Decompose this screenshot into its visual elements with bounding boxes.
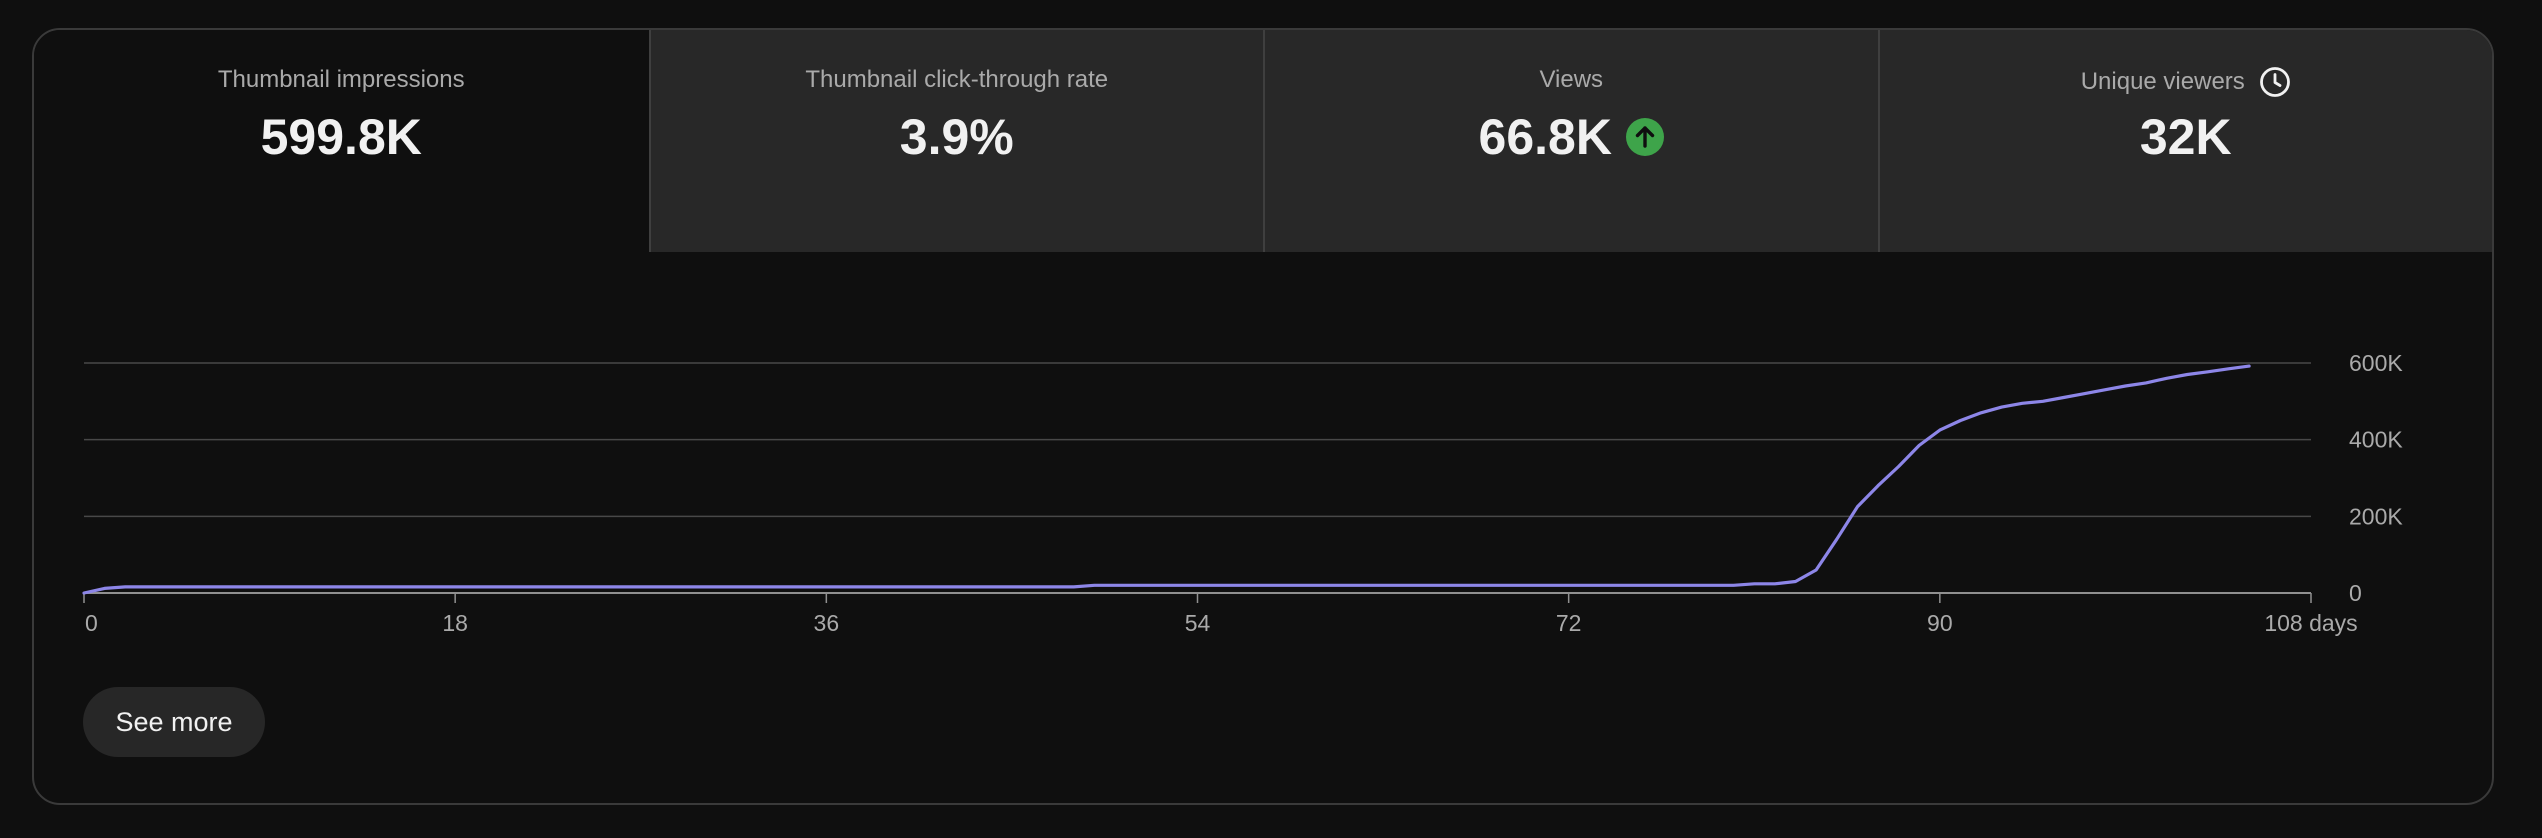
x-tick-label: 54 [1185, 610, 1211, 636]
tab-value: 599.8K [34, 108, 649, 166]
x-axis-ticks: 0 18 36 54 72 90 108 days [83, 593, 2358, 636]
tab-label: Views [1265, 66, 1878, 94]
arrow-up-circle-icon [1625, 118, 1664, 156]
tab-unique-viewers[interactable]: Unique viewers 32K [1877, 30, 2493, 252]
tab-click-through-rate[interactable]: Thumbnail click-through rate 3.9% [648, 30, 1264, 252]
tab-label: Unique viewers [1880, 66, 2493, 98]
impressions-line-chart: 0 200K 400K 600K 0 18 36 54 72 90 108 days [82, 350, 2403, 636]
y-tick-label: 600K [2349, 350, 2403, 376]
series-line [82, 364, 2251, 595]
y-tick-label: 400K [2349, 427, 2403, 453]
tab-label-text: Views [1539, 66, 1604, 93]
tab-value-text: 66.8K [1478, 109, 1612, 165]
y-tick-label: 200K [2349, 503, 2403, 529]
x-tick-label: 18 [442, 610, 468, 636]
tab-value-text: 32K [2139, 109, 2232, 165]
x-tick-label: 72 [1556, 610, 1582, 636]
tab-label: Thumbnail click-through rate [651, 66, 1264, 94]
tab-value-text: 599.8K [260, 109, 422, 165]
tab-label: Thumbnail impressions [34, 66, 649, 94]
x-tick-label: 108 days [2264, 610, 2357, 636]
tab-label-text: Thumbnail impressions [217, 66, 465, 93]
clock-icon[interactable] [2259, 66, 2291, 98]
x-tick-label: 0 [85, 610, 98, 636]
tab-label-text: Thumbnail click-through rate [805, 66, 1109, 93]
impressions-card: Thumbnail impressions 599.8K Thumbnail c… [32, 28, 2494, 805]
see-more-button[interactable]: See more [83, 687, 265, 757]
metric-tabs: Thumbnail impressions 599.8K Thumbnail c… [34, 30, 2492, 252]
tab-value: 3.9% [651, 108, 1264, 166]
tab-thumbnail-impressions[interactable]: Thumbnail impressions 599.8K [34, 30, 649, 252]
series [82, 364, 2251, 595]
tab-views[interactable]: Views 66.8K [1263, 30, 1878, 252]
tab-label-text: Unique viewers [2080, 68, 2245, 95]
gridlines [84, 362, 2311, 594]
y-axis-ticks: 0 200K 400K 600K [2349, 350, 2403, 606]
x-tick-label: 90 [1927, 610, 1953, 636]
tab-value-text: 3.9% [899, 109, 1014, 165]
tab-value: 32K [1880, 108, 2493, 166]
y-tick-label: 0 [2349, 580, 2362, 606]
tab-value: 66.8K [1265, 108, 1878, 166]
x-tick-label: 36 [814, 610, 840, 636]
